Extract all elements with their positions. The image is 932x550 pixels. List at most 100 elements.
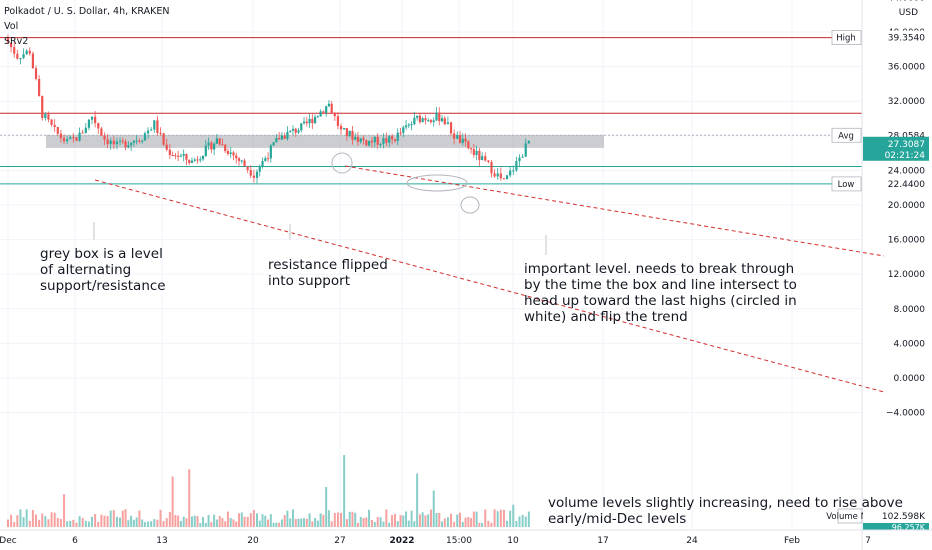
volume-bar [246, 516, 249, 527]
volume-bar [87, 521, 90, 527]
candle-body [100, 128, 103, 136]
candle-body [490, 161, 493, 174]
candle-body [44, 114, 47, 119]
time-tick-label: 7 [865, 536, 871, 546]
volume-bar [10, 514, 13, 527]
candle-body [446, 122, 450, 125]
volume-bar [499, 509, 502, 527]
candle-body [391, 136, 394, 140]
volume-bar [502, 509, 505, 527]
volume-bar [150, 521, 153, 527]
volume-bar [156, 519, 159, 527]
candle-body [264, 158, 267, 162]
volume-bar [38, 519, 41, 527]
candle-body [141, 140, 144, 142]
volume-bar [199, 522, 202, 527]
candle-body [135, 140, 138, 142]
candle-body [461, 138, 464, 143]
candle-body [146, 130, 150, 134]
candle-body [345, 128, 349, 137]
candle-body [34, 68, 38, 79]
volume-bar [300, 518, 303, 527]
volume-bar [193, 515, 196, 527]
candle-body [502, 178, 506, 180]
volume-bar [418, 514, 421, 527]
low-value-bg [863, 176, 929, 191]
candle-body [240, 160, 243, 162]
volume-bar [121, 510, 124, 527]
volume-bar [132, 519, 135, 527]
volume-bar [162, 521, 165, 527]
volume-bar [286, 510, 289, 527]
high-value: 39.3540 [888, 34, 925, 44]
chart-grid [0, 0, 862, 530]
candle-body [294, 128, 297, 133]
volume-bar [356, 522, 359, 527]
candle-body [266, 158, 270, 160]
volume-bar [127, 520, 130, 527]
candle-body [382, 138, 385, 145]
candle-body [286, 131, 289, 139]
time-tick-label: 17 [597, 536, 608, 546]
candle-body [232, 152, 235, 156]
countdown-value: 02:21:24 [885, 151, 926, 161]
time-axis[interactable]: Dec 6 13 20 27 2022 15:00 10 17 24 Feb 7 [0, 529, 932, 546]
chart-legend: Polkadot / U. S. Dollar, 4h, KRAKEN Vol … [4, 4, 169, 49]
candle-body [218, 138, 221, 145]
volume-bar [7, 519, 9, 527]
volume-bar [103, 515, 106, 527]
volume-bar [303, 518, 306, 527]
volume-bar [171, 476, 174, 527]
volume-bar [252, 509, 255, 527]
candle-body [109, 140, 112, 144]
candle-body [399, 132, 402, 134]
candle-body [435, 112, 438, 121]
volume-bar [481, 522, 484, 527]
price-tick-label: 8.0000 [894, 305, 926, 315]
candle-body [509, 170, 512, 176]
candle-body [132, 140, 135, 143]
volume-bar [267, 519, 270, 527]
symbol-title[interactable]: Polkadot / U. S. Dollar, 4h, KRAKEN [4, 6, 170, 17]
volume-bar [75, 522, 78, 527]
candle-body [291, 128, 295, 131]
srv2-indicator-label[interactable]: SRv2 [4, 36, 29, 47]
candle-body [56, 127, 59, 134]
volume-bar [78, 516, 81, 527]
volume-bar [394, 514, 396, 527]
volume-bar [81, 518, 84, 527]
volume-bar [124, 509, 127, 527]
candle-body [396, 132, 399, 141]
volume-bar [280, 519, 283, 527]
candle-body [193, 159, 196, 161]
candle-body [87, 119, 91, 128]
volume-bar [215, 519, 218, 527]
candle-body [143, 133, 147, 141]
volume-bar [147, 521, 150, 527]
price-tick-label: 4.0000 [894, 339, 926, 349]
low-tag [831, 176, 862, 192]
volume-bar [59, 518, 62, 527]
volume-bar [379, 517, 382, 527]
candle-body [379, 144, 382, 146]
high-value-bg [863, 30, 929, 45]
volume-value: 96.257K [892, 523, 926, 532]
volume-bar [424, 515, 427, 527]
volume-bar [66, 521, 69, 527]
candle-body [207, 142, 210, 146]
low-value: 22.4400 [888, 180, 925, 190]
candle-body [47, 114, 50, 120]
volume-bar [112, 510, 115, 527]
volume-ma-tag [837, 508, 863, 524]
candle-body [53, 124, 56, 128]
volume-bar [407, 520, 410, 527]
candle-body [362, 138, 365, 141]
volume-bar [427, 514, 430, 527]
price-axis[interactable]: USD48.000044.000040.000036.000032.000028… [826, 0, 929, 550]
volume-indicator-label[interactable]: Vol [4, 21, 19, 32]
candle-body [156, 120, 159, 133]
volume-bar [159, 509, 162, 527]
candle-body [283, 135, 286, 139]
volume-bar [330, 521, 333, 527]
